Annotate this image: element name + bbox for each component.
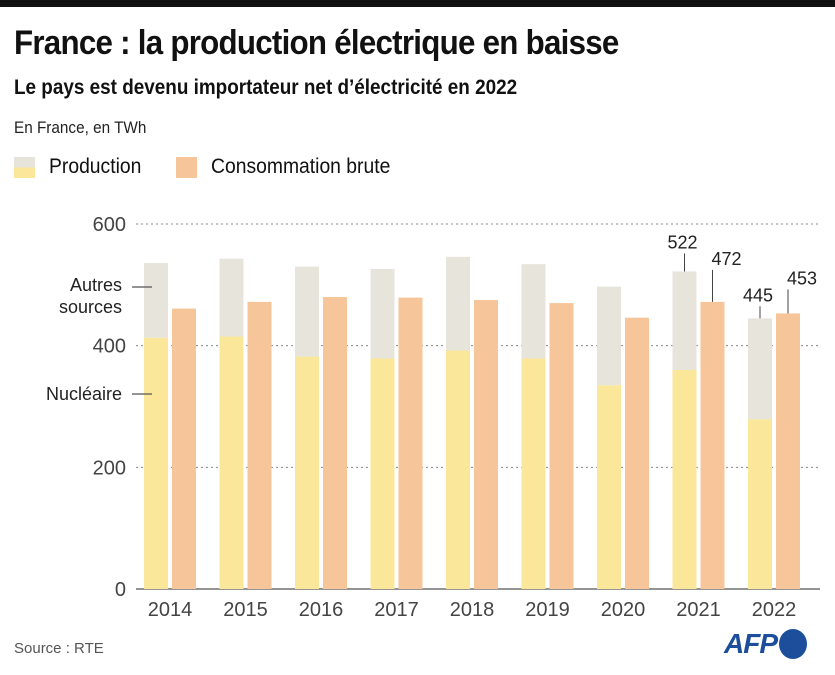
x-tick-label: 2014 [148,599,193,621]
bar-consumption-2014 [172,308,196,589]
bar-nuclear-2017 [370,358,395,589]
afp-logo-dot [779,629,807,659]
side-label-nuclear: Nucléaire [46,384,122,404]
bar-other-sources-2022 [748,318,772,420]
afp-logo-text: AFP [724,628,778,659]
y-tick-label: 400 [93,336,126,358]
y-tick-label: 200 [93,457,126,479]
y-tick-label: 600 [93,214,126,236]
data-label: 445 [743,285,773,305]
bar-other-sources-2017 [370,269,395,359]
bar-nuclear-2019 [521,358,546,589]
legend-label-consumption: Consommation brute [211,155,391,178]
bar-consumption-2020 [625,317,649,589]
x-tick-label: 2018 [450,599,495,621]
data-label: 472 [711,249,741,269]
source-note: Source : RTE [14,640,104,657]
bar-consumption-2022 [776,313,800,589]
afp-logo: AFP [724,628,807,660]
x-tick-label: 2020 [601,599,646,621]
bar-consumption-2017 [398,297,423,589]
x-tick-label: 2019 [525,599,570,621]
x-tick-label: 2017 [374,599,419,621]
legend-swatch-production [14,156,35,178]
chart-subtitle: Le pays est devenu importateur net d’éle… [14,76,518,99]
bar-nuclear-2022 [748,419,772,589]
data-label: 522 [667,232,697,252]
bar-other-sources-2018 [446,256,470,351]
bar-other-sources-2019 [521,264,546,359]
x-tick-label: 2016 [299,599,344,621]
bar-consumption-2021 [700,301,725,589]
bar-consumption-2018 [474,300,498,589]
side-label-other-sources-line2: sources [59,297,122,317]
legend-label-production: Production [49,155,142,178]
bar-nuclear-2014 [144,337,168,589]
bar-nuclear-2015 [219,336,244,589]
bar-consumption-2016 [323,297,347,589]
top-bar [0,0,835,7]
bar-other-sources-2020 [597,286,621,386]
bar-nuclear-2016 [295,356,319,589]
chart-title: France : la production électrique en bai… [14,24,619,62]
x-tick-label: 2021 [676,599,721,621]
bar-consumption-2015 [247,301,272,589]
legend-swatch-consumption [176,156,198,178]
bar-nuclear-2020 [597,385,621,589]
bar-other-sources-2021 [672,271,697,370]
bar-nuclear-2021 [672,370,697,589]
y-tick-label: 0 [115,579,126,601]
unit-label: En France, en TWh [14,118,147,137]
bar-other-sources-2015 [219,258,244,337]
data-label: 453 [787,268,817,288]
legend: Production Consommation brute [14,155,406,179]
side-label-other-sources-line1: Autres [70,275,122,295]
bar-consumption-2019 [549,303,574,589]
x-tick-label: 2015 [223,599,268,621]
bar-nuclear-2018 [446,350,470,589]
x-tick-label: 2022 [752,599,797,621]
bar-other-sources-2016 [295,266,319,357]
bar-other-sources-2014 [144,262,168,338]
